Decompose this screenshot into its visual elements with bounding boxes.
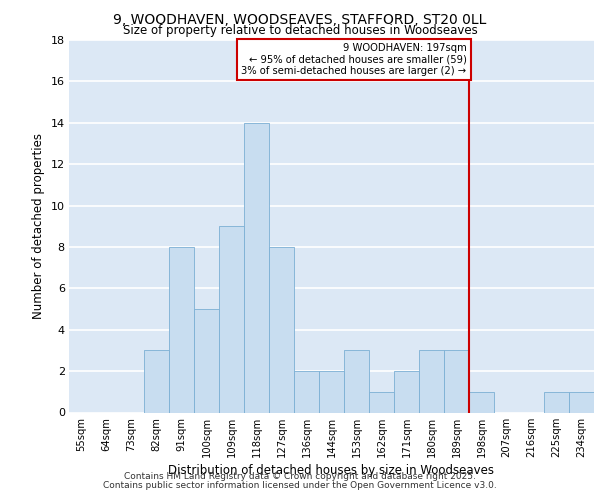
Text: 9 WOODHAVEN: 197sqm
← 95% of detached houses are smaller (59)
3% of semi-detache: 9 WOODHAVEN: 197sqm ← 95% of detached ho… (241, 43, 467, 76)
Bar (269, 247, 294, 412)
Bar (544, 392, 569, 412)
Bar (469, 392, 494, 412)
Bar (169, 247, 194, 412)
Bar (219, 226, 244, 412)
Bar (244, 123, 269, 412)
Bar (194, 309, 219, 412)
Bar (444, 350, 469, 412)
Bar (369, 392, 394, 412)
Bar (344, 350, 369, 412)
Text: Contains public sector information licensed under the Open Government Licence v3: Contains public sector information licen… (103, 481, 497, 490)
Bar (319, 371, 344, 412)
Text: Size of property relative to detached houses in Woodseaves: Size of property relative to detached ho… (122, 24, 478, 37)
X-axis label: Distribution of detached houses by size in Woodseaves: Distribution of detached houses by size … (169, 464, 494, 477)
Text: Contains HM Land Registry data © Crown copyright and database right 2025.: Contains HM Land Registry data © Crown c… (124, 472, 476, 481)
Bar (419, 350, 444, 412)
Y-axis label: Number of detached properties: Number of detached properties (32, 133, 45, 320)
Text: 9, WOODHAVEN, WOODSEAVES, STAFFORD, ST20 0LL: 9, WOODHAVEN, WOODSEAVES, STAFFORD, ST20… (113, 12, 487, 26)
Bar (394, 371, 419, 412)
Bar (294, 371, 319, 412)
Bar (569, 392, 594, 412)
Bar (144, 350, 169, 412)
